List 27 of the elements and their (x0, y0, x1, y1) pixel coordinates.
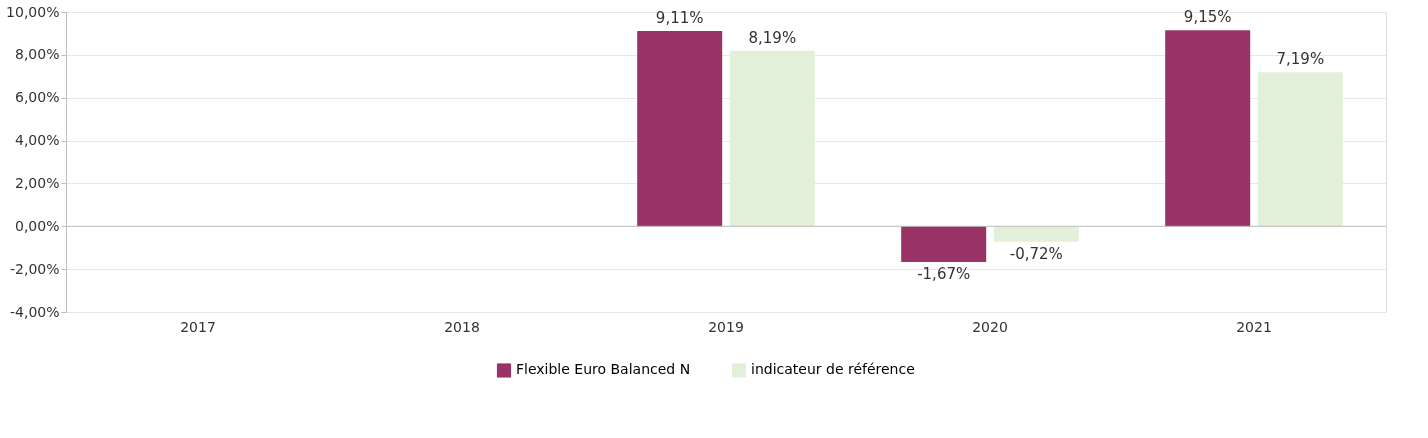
bar (1257, 72, 1343, 227)
y-tick-label: 8,00% (15, 46, 60, 63)
y-tick-label: -2,00% (9, 260, 60, 277)
legend-label: indicateur de référence (751, 361, 915, 378)
data-label: 8,19% (748, 28, 797, 47)
bar (901, 226, 987, 263)
x-tick-label: 2021 (1236, 318, 1272, 335)
data-label: -0,72% (1009, 244, 1063, 263)
bar (729, 50, 815, 227)
data-label: -1,67% (917, 265, 971, 284)
data-label: 7,19% (1276, 50, 1325, 69)
x-tick-label: 2020 (972, 318, 1008, 335)
y-tick-label: 4,00% (15, 132, 60, 149)
x-tick-label: 2019 (708, 318, 744, 335)
y-tick-label: 6,00% (15, 89, 60, 106)
data-label: 9,11% (655, 9, 704, 28)
y-tick-label: 10,00% (6, 3, 60, 20)
y-tick-label: 2,00% (15, 174, 60, 191)
bar (1165, 30, 1251, 227)
data-label: 9,15% (1183, 8, 1232, 27)
x-tick-label: 2017 (180, 318, 216, 335)
x-tick-label: 2018 (444, 318, 480, 335)
bar (637, 31, 723, 227)
y-tick-label: 0,00% (15, 217, 60, 234)
legend-label: Flexible Euro Balanced N (516, 361, 691, 378)
bar (993, 226, 1079, 242)
y-tick-label: -4,00% (9, 303, 60, 320)
